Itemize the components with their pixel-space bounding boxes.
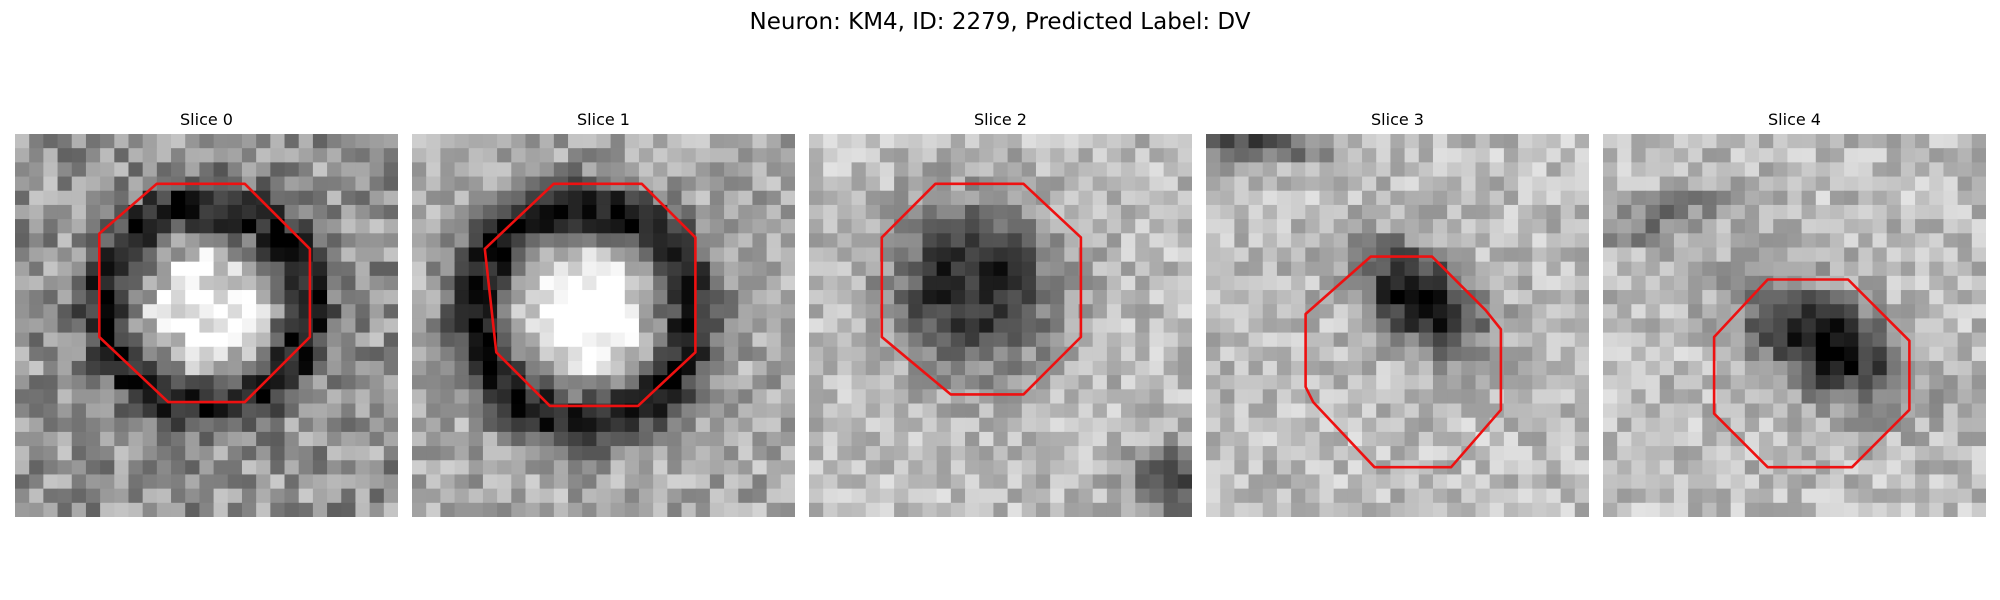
slice-panel-2: Slice 2 bbox=[809, 108, 1192, 518]
slice-panel-1: Slice 1 bbox=[412, 108, 795, 518]
slice-panel-4: Slice 4 bbox=[1603, 108, 1986, 518]
slice-title-0: Slice 0 bbox=[180, 110, 233, 129]
slice-title-2: Slice 2 bbox=[974, 110, 1027, 129]
figure-title: Neuron: KM4, ID: 2279, Predicted Label: … bbox=[749, 9, 1251, 35]
roi-outline bbox=[483, 182, 697, 408]
slice-title-3: Slice 3 bbox=[1371, 110, 1424, 129]
slice-title-1: Slice 1 bbox=[577, 110, 630, 129]
slice-image-1 bbox=[412, 134, 795, 517]
slice-panel-3: Slice 3 bbox=[1206, 108, 1589, 518]
roi-outline bbox=[880, 182, 1083, 396]
slice-image-4 bbox=[1603, 134, 1986, 517]
roi-outline bbox=[98, 182, 312, 404]
slice-title-4: Slice 4 bbox=[1768, 110, 1821, 129]
roi-outline bbox=[1304, 255, 1503, 469]
slice-panel-0: Slice 0 bbox=[15, 108, 398, 518]
roi-outline bbox=[1712, 278, 1911, 469]
slice-image-0 bbox=[15, 134, 398, 517]
slice-image-2 bbox=[809, 134, 1192, 517]
slice-image-3 bbox=[1206, 134, 1589, 517]
